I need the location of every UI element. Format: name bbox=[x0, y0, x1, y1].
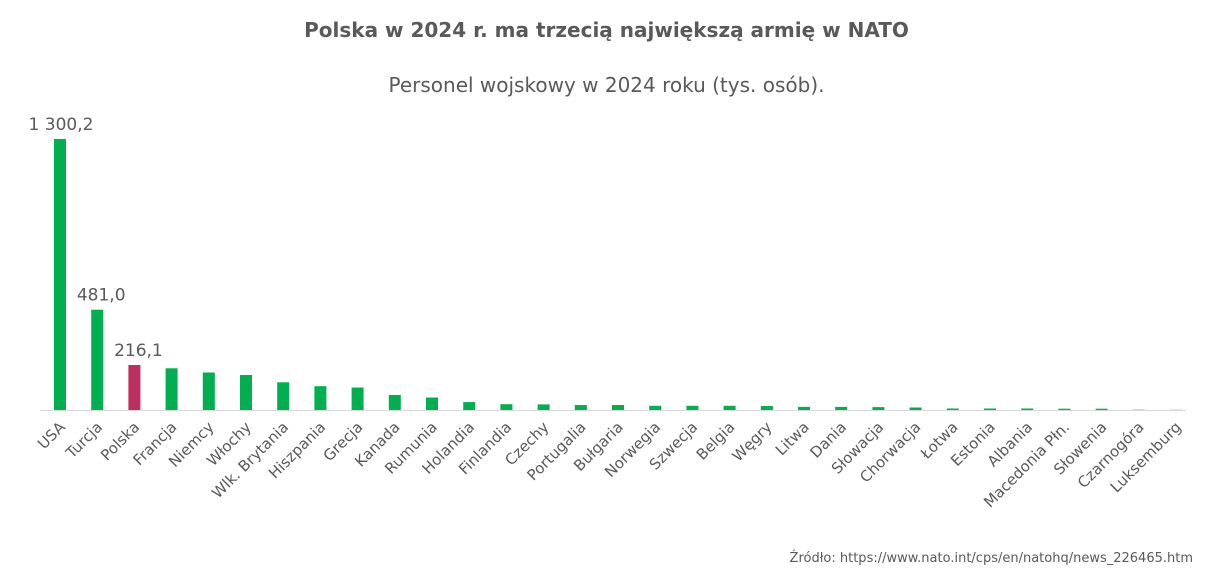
source-note: Źródło: https://www.nato.int/cps/en/nato… bbox=[789, 551, 1193, 566]
bar-kanada bbox=[388, 395, 401, 410]
bar-szwecja bbox=[686, 405, 699, 410]
bars-group bbox=[54, 139, 1182, 410]
bar-finlandia bbox=[500, 404, 513, 410]
bar-holandia bbox=[463, 402, 476, 410]
bar-bulgaria bbox=[612, 405, 624, 410]
bar-dania bbox=[835, 406, 848, 410]
bar-macedonia-pln bbox=[1058, 408, 1071, 410]
bar-wlk-brytania bbox=[277, 382, 290, 410]
data-label-turcja: 481,0 bbox=[77, 286, 126, 306]
bar-turcja bbox=[91, 309, 104, 410]
bar-chorwacja bbox=[909, 407, 922, 410]
bar-francja bbox=[165, 368, 178, 410]
bar-wegry bbox=[760, 406, 773, 410]
bar-niemcy bbox=[202, 372, 215, 410]
data-label-polska: 216,1 bbox=[114, 341, 163, 361]
x-tick-label: Litwa bbox=[772, 418, 813, 459]
bar-norwegia bbox=[649, 405, 662, 410]
chart-subtitle: Personel wojskowy w 2024 roku (tys. osób… bbox=[388, 73, 825, 97]
bar-albania bbox=[1021, 408, 1034, 410]
bar-slowacja bbox=[872, 407, 885, 410]
bar-portugalia bbox=[574, 405, 587, 410]
bar-rumunia bbox=[426, 397, 438, 410]
chart-title: Polska w 2024 r. ma trzecią największą a… bbox=[304, 18, 909, 42]
data-labels-group: 1 300,2 481,0 216,1 bbox=[29, 115, 163, 361]
bar-belgia bbox=[723, 405, 736, 410]
x-tick-label: Węgry bbox=[729, 418, 776, 465]
bar-wlochy bbox=[240, 375, 252, 410]
bar-hiszpania bbox=[314, 386, 327, 410]
bar-lotwa bbox=[946, 408, 959, 410]
bar-czechy bbox=[537, 404, 550, 410]
bar-grecja bbox=[351, 387, 364, 410]
bar-usa bbox=[54, 139, 66, 410]
data-label-usa: 1 300,2 bbox=[29, 115, 94, 135]
bar-slowenia bbox=[1095, 408, 1108, 410]
bar-litwa bbox=[798, 406, 810, 410]
x-tick-label: Turcja bbox=[62, 418, 106, 462]
bar-polska bbox=[128, 365, 141, 410]
bar-estonia bbox=[984, 408, 996, 410]
